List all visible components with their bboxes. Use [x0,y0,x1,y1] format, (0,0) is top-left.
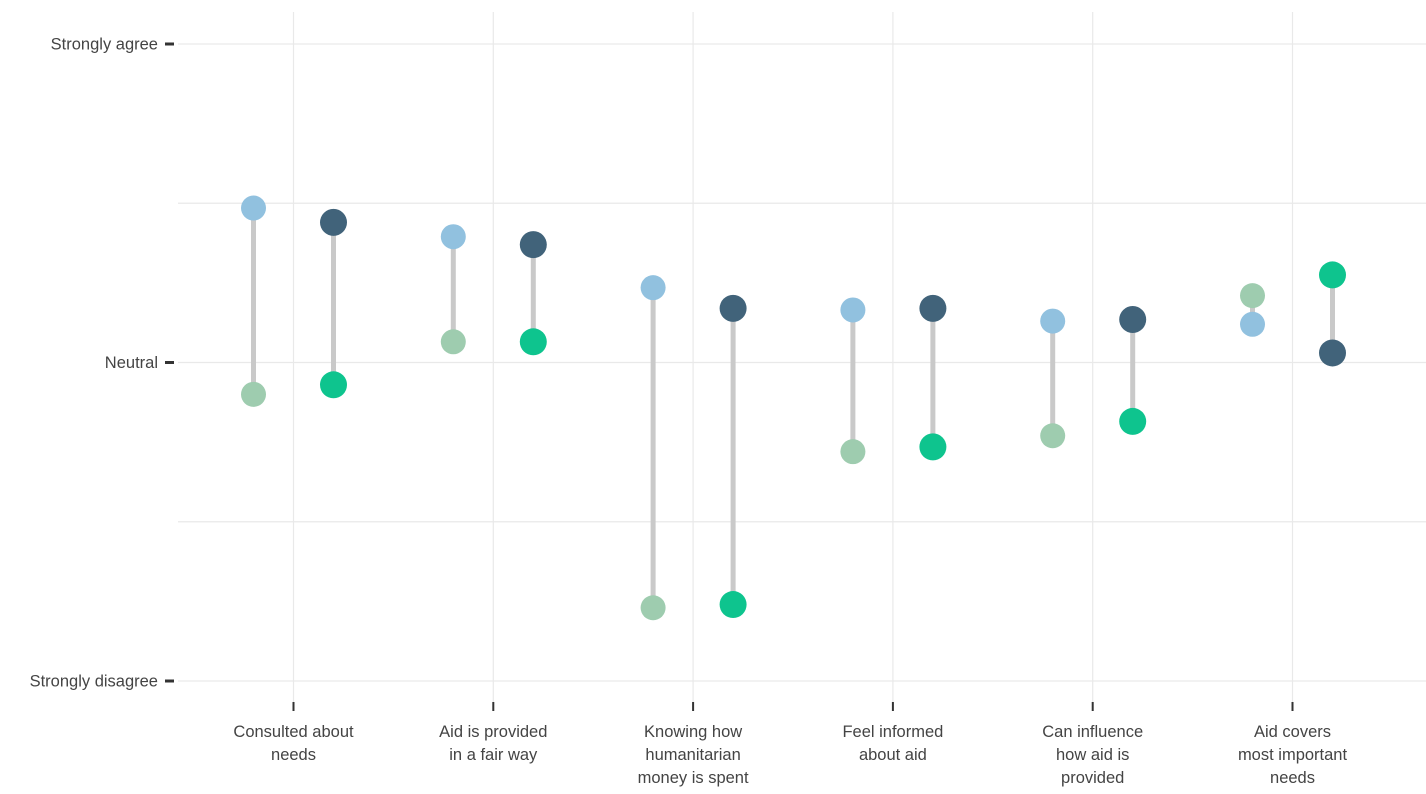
data-point-light-blue [840,297,866,323]
data-point-pale-green [1240,283,1265,309]
data-point-pale-green [1040,423,1066,449]
data-point-light-blue [440,224,466,250]
data-point-teal [519,328,547,356]
y-axis-label: Strongly agree [51,36,158,54]
data-point-teal [719,591,747,619]
data-point-pale-green [241,381,266,407]
x-axis-label: Consulted about needs [233,723,354,764]
data-point-teal [919,433,947,461]
data-point-pale-green [840,439,866,465]
data-point-dark-blue [1119,306,1147,334]
data-point-dark-blue [719,294,747,322]
data-point-dark-blue [519,231,547,259]
data-point-light-blue [1040,308,1066,334]
x-axis-label: Aid is provided in a fair way [439,723,547,764]
data-point-teal [1119,407,1147,435]
data-point-light-blue [640,275,666,301]
data-point-teal [1319,261,1346,289]
data-point-pale-green [440,329,466,355]
y-axis-label: Strongly disagree [30,673,158,691]
x-axis-label: Knowing how humanitarian money is spent [638,723,749,787]
data-point-dark-blue [919,294,947,322]
x-axis-label: Can influence how aid is provided [1042,723,1143,787]
data-point-light-blue [1240,311,1265,337]
data-point-dark-blue [320,208,347,236]
data-point-light-blue [241,195,266,221]
data-point-teal [320,371,347,399]
y-axis-label: Neutral [105,354,158,372]
x-axis-label: Feel informed about aid [842,723,943,764]
data-point-pale-green [640,595,666,621]
data-point-dark-blue [1319,339,1346,367]
x-axis-label: Aid covers most important needs [1238,723,1348,787]
